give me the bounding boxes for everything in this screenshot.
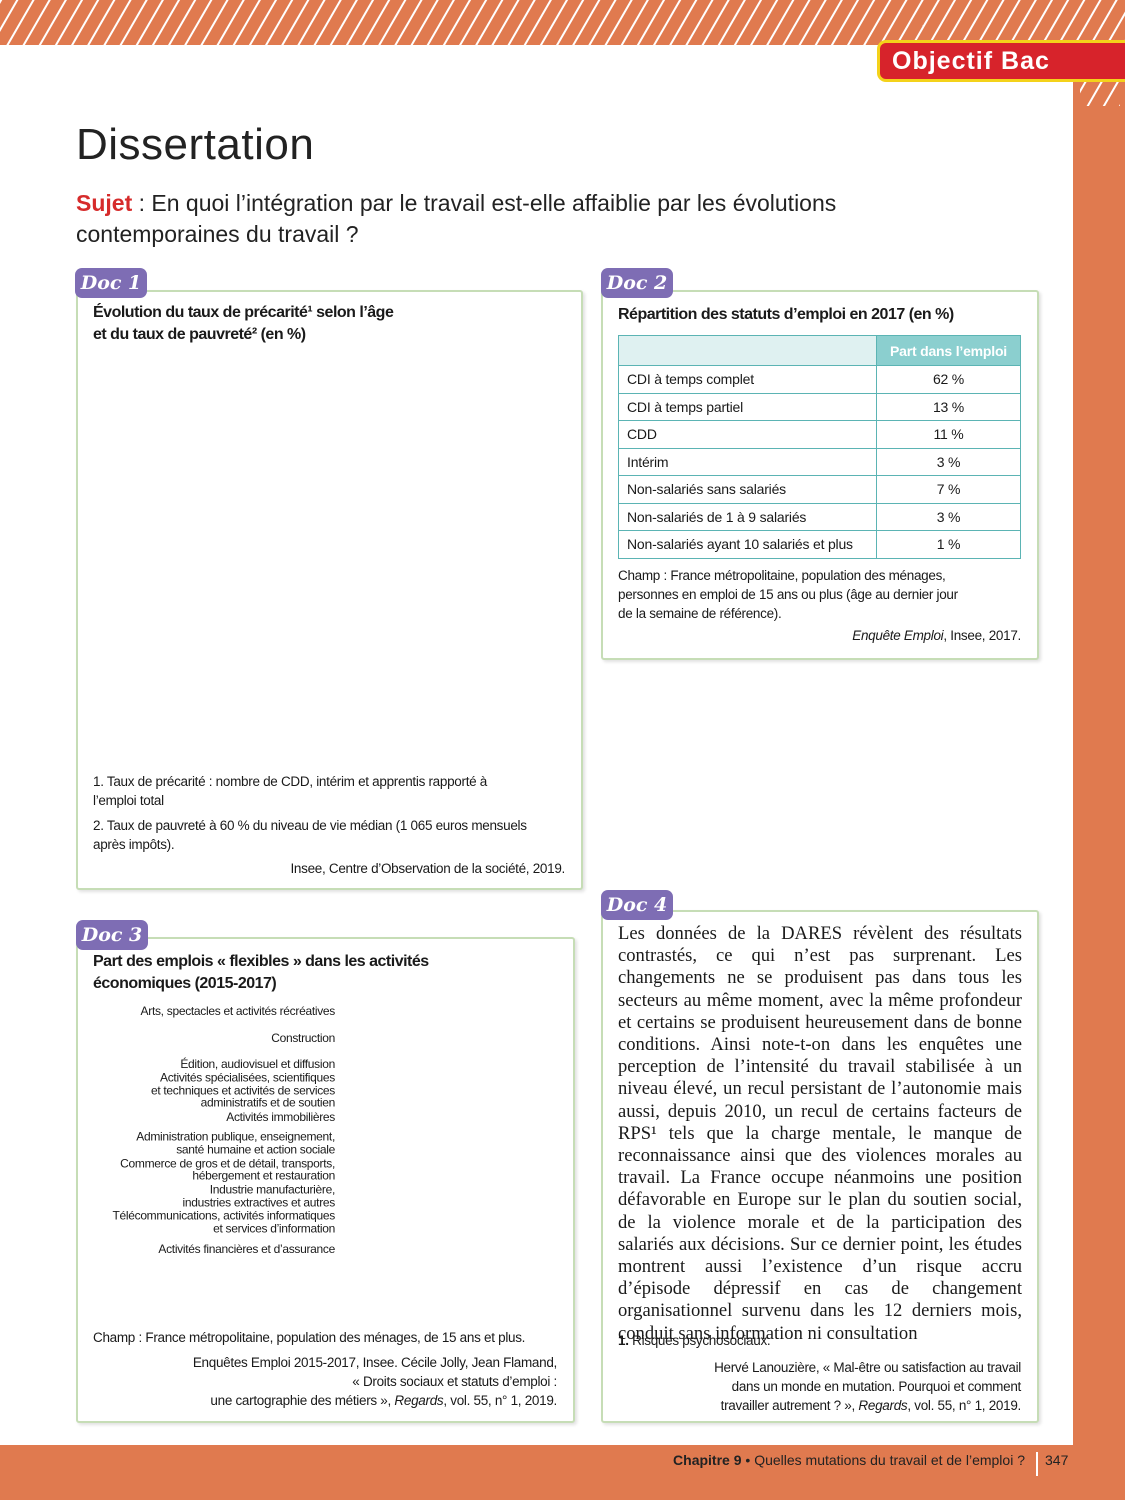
chapter-title: Quelles mutations du travail et de l’emp…	[754, 1452, 1025, 1468]
table-row: CDI à temps partiel 13 %	[618, 392, 1021, 421]
source-part: Hervé Lanouzière, « Mal-être ou satisfac…	[714, 1360, 1021, 1413]
category-label: Administration publique, enseignement, s…	[136, 1129, 335, 1157]
category-label: Industrie manufacturière, industries ext…	[182, 1182, 336, 1209]
table-cell: Intérim	[618, 447, 877, 476]
subject-text: : En quoi l’intégration par le travail e…	[76, 190, 837, 247]
table-cell: CDD	[618, 420, 877, 449]
table-row: Non-salariés ayant 10 salariés et plus 1 …	[618, 530, 1021, 559]
table-cell: 7 %	[876, 475, 1021, 504]
doc-tab: Doc 1	[75, 268, 147, 298]
source-part: Enquêtes Emploi 2015-2017, Insee. Cécile…	[192, 1355, 557, 1408]
footer: Chapitre 9 • Quelles mutations du travai…	[560, 1452, 1025, 1468]
category-label: Télécommunications, activités informatiq…	[112, 1208, 335, 1236]
doc-tab: Doc 3	[76, 920, 148, 950]
footnote-text: Risques psychosociaux.	[632, 1333, 771, 1348]
table-cell: CDI à temps complet	[618, 365, 877, 394]
page-number: 347	[1045, 1452, 1069, 1468]
doc-box	[76, 290, 583, 890]
table-cell: Non-salariés de 1 à 9 salariés	[618, 502, 877, 531]
note: 1. Taux de précarité : nombre de CDD, in…	[93, 774, 488, 808]
table-title: Répartition des statuts d’emploi en 2017…	[618, 306, 954, 323]
note: Champ : France métropolitaine, populatio…	[93, 1330, 526, 1345]
top-band	[0, 0, 1125, 45]
footnote: 1. Risques psychosociaux.	[618, 1331, 771, 1350]
badge: Objectif Bac	[877, 40, 1125, 82]
table: Part dans l’emploi CDI à temps complet 62…	[618, 335, 1021, 559]
source: Hervé Lanouzière, « Mal-être ou satisfac…	[618, 1358, 1021, 1415]
doc-tab: Doc 2	[601, 268, 673, 298]
category-label: Édition, audiovisuel et diffusion	[180, 1056, 335, 1071]
doc-tab: Doc 4	[601, 890, 673, 920]
doc-text: Les données de la DARES révèlent des rés…	[618, 923, 1022, 1344]
subject: Sujet : En quoi l’intégration par le tra…	[76, 188, 1006, 250]
doc-box	[76, 937, 575, 1423]
side-stripes	[1080, 82, 1120, 106]
source: Enquête Emploi, Insee, 2017.	[618, 626, 1021, 645]
category-label: Activités immobilières	[226, 1109, 335, 1124]
source-part: Regards	[858, 1398, 908, 1413]
note: 2. Taux de pauvreté à 60 % du niveau de …	[93, 818, 527, 852]
source: Insee, Centre d’Observation de la sociét…	[290, 861, 565, 876]
header-cell	[618, 335, 877, 366]
table-row: Non-salariés de 1 à 9 salariés 3 %	[618, 502, 1021, 531]
source-part: , vol. 55, n° 1, 2019.	[443, 1393, 557, 1408]
page-title: Dissertation	[76, 120, 315, 169]
chapter: Chapitre 9	[673, 1452, 742, 1468]
table-row: Non-salariés sans salariés 7 %	[618, 475, 1021, 504]
doc-box	[601, 910, 1039, 1423]
bottom-band	[0, 1445, 1125, 1500]
table-row: Intérim 3 %	[618, 447, 1021, 476]
note: Champ : France métropolitaine, populatio…	[618, 568, 958, 621]
table-cell: Non-salariés ayant 10 salariés et plus	[618, 530, 877, 559]
footnote-number: 1.	[618, 1333, 629, 1348]
table-cell: 11 %	[876, 420, 1021, 449]
table-cell: 3 %	[876, 502, 1021, 531]
table-header: Part dans l’emploi	[618, 335, 1021, 366]
source-part: Regards	[394, 1393, 444, 1408]
source: Enquêtes Emploi 2015-2017, Insee. Cécile…	[93, 1353, 557, 1410]
side-band	[1073, 45, 1125, 1445]
table-cell: 3 %	[876, 447, 1021, 476]
header-cell: Part dans l’emploi	[876, 335, 1021, 366]
category-label: Construction	[271, 1030, 335, 1045]
table-cell: 13 %	[876, 392, 1021, 421]
category-label: Activités spécialisées, scientifiques et…	[150, 1070, 335, 1110]
source-text: , Insee, 2017.	[943, 628, 1021, 643]
table-row: CDI à temps complet 62 %	[618, 365, 1021, 394]
source-italic: Enquête Emploi	[852, 628, 944, 643]
table-cell: Non-salariés sans salariés	[618, 475, 877, 504]
separator: •	[745, 1452, 751, 1468]
table-row: CDD 11 %	[618, 420, 1021, 449]
table-cell: 1 %	[876, 530, 1021, 559]
subject-label: Sujet	[76, 190, 133, 216]
category-label: Activités financières et d’assurance	[158, 1241, 335, 1256]
table-cell: 62 %	[876, 365, 1021, 394]
source-part: , vol. 55, n° 1, 2019.	[907, 1398, 1021, 1413]
table-cell: CDI à temps partiel	[618, 392, 877, 421]
category-label: Arts, spectacles et activités récréative…	[140, 1003, 336, 1018]
chart-title: Part des emplois « flexibles » dans les …	[93, 953, 429, 992]
category-label: Commerce de gros et de détail, transport…	[120, 1156, 335, 1183]
chart-title: Évolution du taux de précarité¹ selon l’…	[93, 304, 394, 343]
